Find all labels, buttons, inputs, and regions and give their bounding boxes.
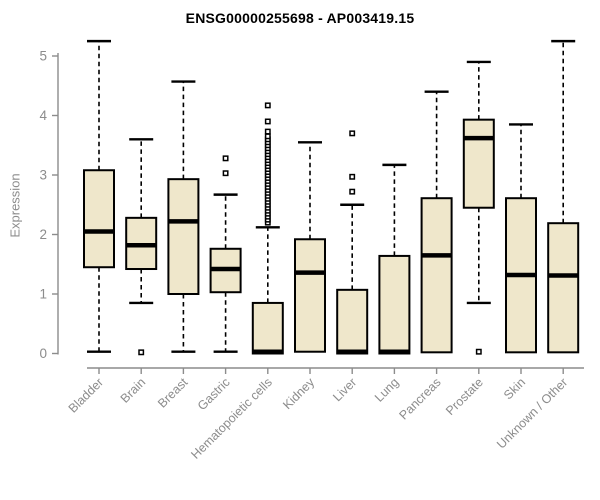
box-brain (125, 138, 158, 356)
box-lung (378, 163, 411, 355)
box-pancreas (420, 90, 453, 354)
x-tick-label: Skin (501, 375, 528, 402)
outlier-point (222, 170, 229, 177)
outlier-point (138, 349, 145, 356)
iqr-box (251, 301, 284, 355)
outlier-point (264, 133, 271, 140)
outlier-point (264, 102, 271, 109)
x-tick-label: Liver (330, 375, 359, 404)
box-liver (336, 130, 369, 355)
outlier-point (475, 348, 482, 355)
y-tick-label: 2 (39, 227, 47, 242)
outlier-point (349, 188, 356, 195)
outlier-point (264, 118, 271, 125)
iqr-box (420, 197, 453, 354)
box-prostate (462, 60, 495, 355)
x-tick-label: Gastric (195, 375, 233, 413)
x-tick-label: Hematopoietic cells (188, 375, 275, 462)
iqr-box (547, 222, 580, 354)
x-tick-label: Bladder (66, 375, 106, 415)
x-tick-label: Lung (372, 375, 402, 405)
iqr-box (294, 238, 326, 353)
iqr-box (336, 288, 369, 355)
box-gastric (209, 155, 242, 353)
y-tick-label: 0 (39, 346, 47, 361)
box-breast (167, 80, 200, 353)
y-tick-label: 4 (39, 108, 47, 123)
outlier-point (349, 130, 356, 137)
box-skin (505, 123, 537, 354)
x-tick-label: Pancreas (396, 375, 443, 422)
x-tick-label: Prostate (443, 375, 486, 418)
iqr-box (462, 118, 495, 209)
outlier-point (222, 155, 229, 162)
box-hematopoietic-cells (251, 102, 284, 355)
chart-title: ENSG00000255698 - AP003419.15 (185, 10, 415, 26)
outlier-point (349, 173, 356, 180)
y-tick-label: 3 (39, 168, 47, 183)
outlier-point (264, 128, 271, 135)
iqr-box (167, 178, 200, 295)
y-tick-label: 5 (39, 49, 47, 64)
box-bladder (83, 39, 115, 353)
iqr-box (378, 254, 411, 355)
iqr-box (83, 169, 115, 269)
x-tick-label: Kidney (280, 375, 317, 412)
y-tick-label: 1 (39, 287, 47, 302)
x-tick-label: Brain (118, 375, 149, 406)
x-tick-label: Breast (155, 375, 191, 411)
box-kidney (294, 141, 326, 353)
box-unknown-other (547, 39, 580, 354)
